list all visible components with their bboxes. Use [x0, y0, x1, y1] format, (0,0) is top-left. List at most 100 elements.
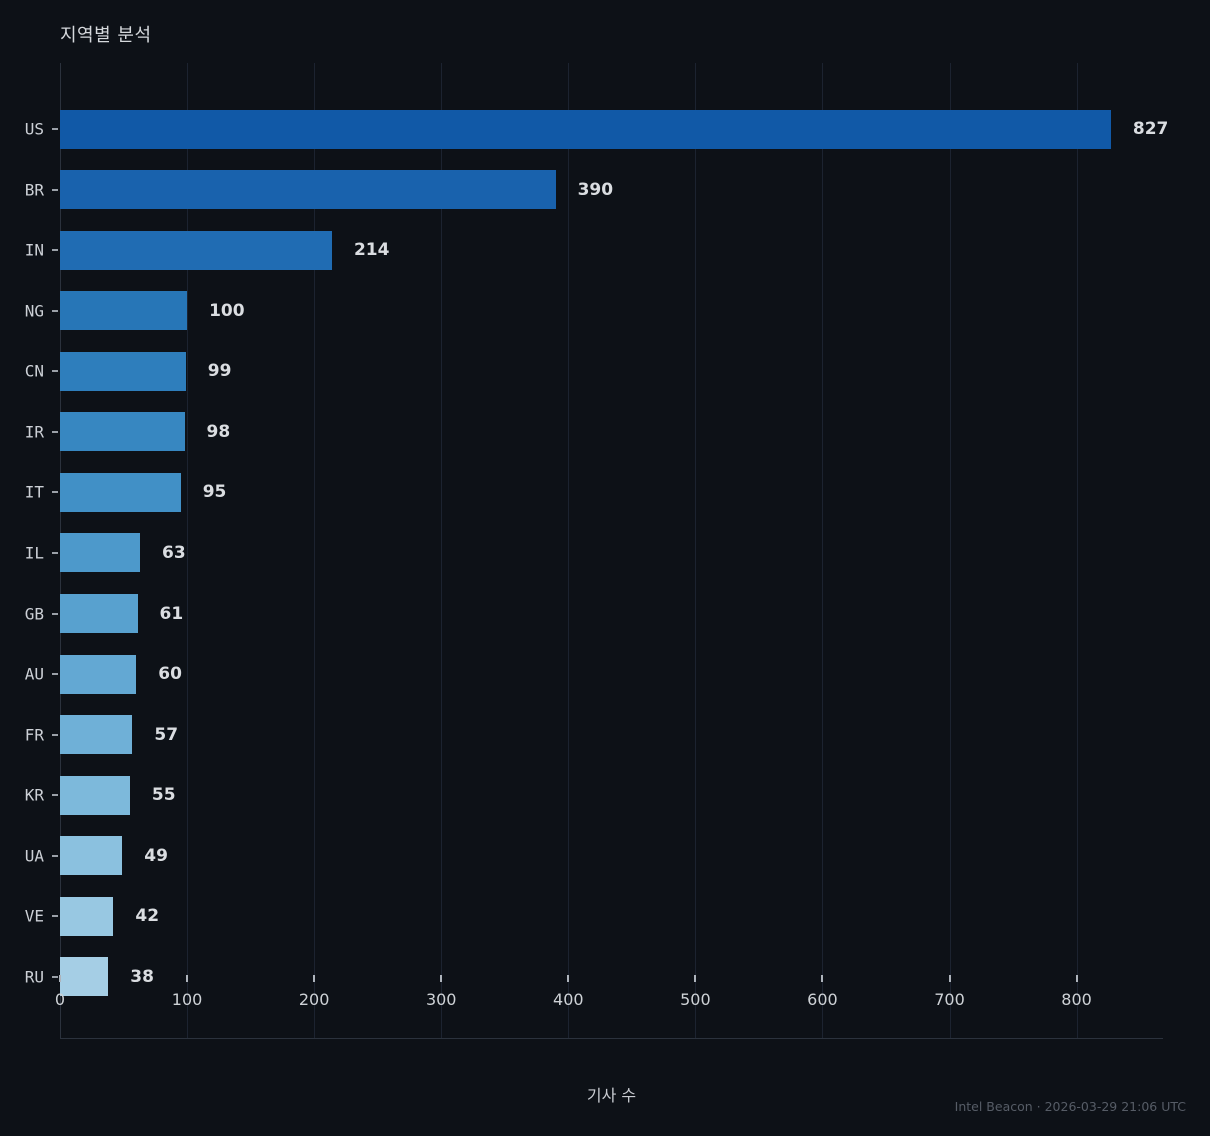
x-tick-mark [821, 975, 824, 982]
bar-value-label: 61 [159, 603, 184, 624]
bar-cn [60, 351, 186, 391]
x-tick-mark [1075, 975, 1078, 982]
bar-row: UA 49 [25, 836, 1163, 876]
bar-il [60, 533, 141, 573]
y-tick-mark [52, 370, 58, 373]
bar-value-label: 60 [158, 664, 182, 685]
y-tick-label: VE [24, 906, 44, 926]
bar-ng [60, 291, 188, 331]
y-tick-label: IN [24, 240, 44, 260]
y-tick-label: CN [24, 361, 44, 381]
y-tick-label: RU [24, 967, 44, 987]
bar-row: FR 57 [25, 715, 1163, 755]
bar-value-label: 57 [154, 724, 179, 745]
x-tick-label: 300 [425, 990, 457, 1009]
x-tick-mark [948, 975, 951, 982]
x-tick-mark [567, 975, 570, 982]
bar-au [60, 654, 137, 694]
gridline [314, 63, 316, 1038]
x-tick-mark [440, 975, 443, 982]
bar-row: BR 390 [25, 170, 1163, 210]
bar-br [60, 170, 556, 210]
x-tick-label: 800 [1061, 990, 1092, 1009]
y-tick-mark [52, 915, 58, 918]
y-tick-mark [52, 309, 58, 312]
y-tick-mark [52, 551, 58, 554]
y-tick-label: AU [24, 664, 44, 684]
x-axis-line [60, 1038, 1163, 1039]
bar-row: IN 214 [25, 230, 1163, 270]
x-tick-label: 600 [807, 990, 838, 1009]
x-tick-mark [694, 975, 697, 982]
bar-row: KR 55 [25, 775, 1163, 815]
y-tick-label: UA [24, 846, 44, 866]
y-tick-mark [52, 188, 58, 191]
gridline [1076, 63, 1078, 1038]
footer-attribution: Intel Beacon · 2026-03-29 21:06 UTC [954, 1099, 1186, 1114]
y-tick-mark [52, 673, 58, 676]
bar-row: NG 100 [25, 291, 1163, 331]
bar-value-label: 95 [202, 482, 227, 503]
bar-value-label: 99 [207, 361, 232, 382]
x-tick-label: 500 [680, 990, 711, 1009]
gridline [949, 63, 951, 1038]
bar-row: AU 60 [25, 654, 1163, 694]
y-tick-mark [52, 430, 58, 433]
bar-row: RU 38 [25, 957, 1163, 997]
bar-ir [60, 412, 185, 452]
y-tick-mark [52, 733, 58, 736]
bar-it [60, 472, 181, 512]
bar-value-label: 63 [162, 542, 186, 563]
x-tick-mark [186, 975, 189, 982]
y-tick-label: IR [24, 422, 44, 442]
y-tick-label: BR [24, 180, 44, 200]
y-tick-label: IL [24, 543, 44, 563]
y-tick-mark [52, 794, 58, 797]
x-tick-label: 700 [934, 990, 965, 1009]
x-tick-mark [59, 975, 61, 982]
bar-in [60, 230, 332, 270]
y-tick-label: KR [24, 785, 44, 805]
bar-row: IR 98 [25, 412, 1163, 452]
bar-value-label: 49 [144, 845, 168, 866]
y-tick-label: IT [24, 482, 44, 502]
y-tick-mark [52, 249, 58, 252]
y-tick-mark [52, 612, 58, 615]
bar-row: IL 63 [25, 533, 1163, 573]
x-tick-label: 400 [553, 990, 584, 1009]
x-tick-label: 200 [298, 990, 330, 1009]
plot-area: US 827 BR 390 IN 214 NG 100 CN 99 IR 98 IT 95 IL 63 GB 61… [25, 63, 1168, 1039]
x-tick-label: 100 [171, 990, 203, 1009]
y-tick-label: GB [24, 604, 44, 624]
bar-gb [60, 594, 138, 634]
y-tick-mark [52, 491, 58, 494]
x-tick-mark [313, 975, 316, 982]
y-tick-mark [52, 975, 58, 978]
chart-title: 지역별 분석 [60, 25, 152, 46]
bar-kr [60, 775, 130, 815]
bar-value-label: 827 [1132, 119, 1169, 139]
y-tick-label: NG [24, 301, 44, 321]
bar-value-label: 214 [353, 240, 390, 261]
bar-row: US 827 [25, 109, 1168, 149]
gridline [822, 63, 824, 1038]
x-tick-label: 0 [54, 990, 66, 1009]
y-tick-mark [52, 854, 58, 857]
bar-ua [60, 836, 123, 876]
y-tick-mark [52, 128, 58, 130]
bar-row: VE 42 [25, 896, 1163, 936]
bar-value-label: 390 [577, 179, 614, 200]
bar-value-label: 38 [130, 966, 154, 987]
bar-ru [60, 957, 109, 997]
bar-row: GB 61 [25, 594, 1163, 634]
bar-value-label: 100 [209, 300, 245, 321]
x-axis-title: 기사 수 [586, 1086, 637, 1105]
gridline [695, 63, 697, 1038]
bar-value-label: 42 [135, 906, 160, 927]
y-tick-label: US [24, 119, 44, 139]
bar-ve [60, 896, 114, 936]
gridline [441, 63, 443, 1038]
bar-us [60, 109, 1111, 149]
bar-value-label: 98 [206, 421, 231, 442]
